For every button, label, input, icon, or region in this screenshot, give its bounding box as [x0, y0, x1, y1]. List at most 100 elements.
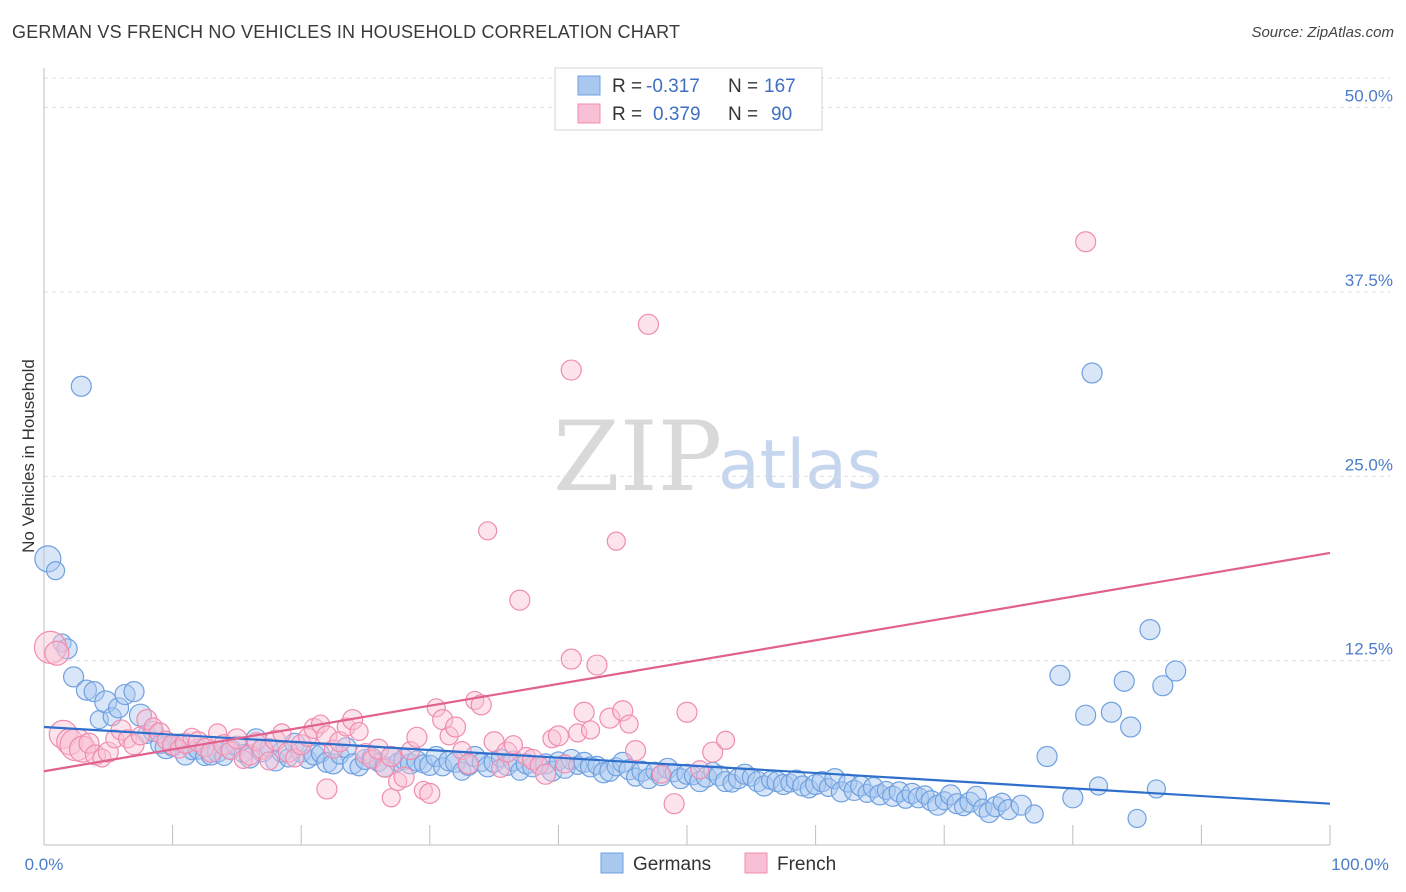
trend-lines — [43, 551, 1331, 805]
french-point — [1075, 231, 1097, 253]
x-tick-label-max: 100.0% — [1331, 855, 1389, 874]
french-point — [285, 748, 305, 768]
french-point — [400, 740, 421, 761]
french-point — [406, 726, 428, 748]
legend-n-value-french: 90 — [771, 104, 792, 125]
watermark-zip: ZIP — [553, 401, 722, 513]
germans-point — [1024, 804, 1044, 824]
germans-point — [1088, 776, 1109, 796]
germans-point — [1081, 362, 1103, 384]
germans-point — [62, 666, 85, 688]
bottom-legend-label-french: French — [777, 854, 836, 875]
germans-point — [1100, 701, 1122, 723]
french-point — [560, 359, 582, 381]
stats-legend: R = -0.317 N = 167 R = 0.379 N = 90 — [554, 67, 823, 131]
french-point — [316, 778, 338, 800]
legend-r-value-germans: -0.317 — [646, 76, 700, 97]
french-point — [393, 766, 415, 788]
french-point — [580, 720, 601, 740]
germans-point — [123, 680, 145, 703]
germans-point — [818, 777, 839, 798]
y-tick-label: 25.0% — [1345, 455, 1393, 474]
french-point — [702, 741, 724, 763]
germans-point — [34, 545, 62, 573]
french-point — [388, 771, 408, 792]
x-axis-ticks — [172, 825, 1331, 845]
bottom-legend-swatch-french — [744, 852, 768, 874]
chart-source: Source: ZipAtlas.com — [1251, 24, 1394, 41]
french-point — [329, 731, 351, 753]
french-point — [375, 758, 395, 778]
germans-point — [70, 375, 92, 397]
germans-trend-line — [43, 725, 1331, 805]
germans-point — [637, 768, 660, 790]
french-point — [612, 700, 634, 722]
series-legend: Germans French — [600, 852, 836, 875]
legend-swatch-french — [577, 103, 601, 124]
germans-point — [75, 679, 98, 701]
germans-point — [997, 798, 1020, 821]
french-point — [663, 793, 685, 815]
french-point — [316, 725, 338, 747]
legend-r-value-french: 0.379 — [653, 104, 701, 125]
germans-point — [1152, 675, 1174, 697]
french-point — [509, 589, 531, 611]
french-point — [349, 721, 369, 742]
french-point — [78, 732, 100, 754]
french-point — [419, 782, 441, 804]
french-point — [619, 714, 639, 734]
germans-point — [1120, 716, 1142, 738]
french-point — [367, 738, 389, 760]
germans-point — [107, 697, 130, 719]
french-point — [496, 741, 518, 763]
germans-point — [316, 751, 338, 774]
germans-point — [45, 561, 66, 581]
french-point — [259, 751, 279, 771]
x-tick-label-min: 0.0% — [25, 855, 64, 874]
french-trend-line — [43, 551, 1331, 773]
gridlines — [44, 77, 1390, 662]
french-point — [690, 760, 710, 780]
legend-r-label-french: R = — [612, 104, 642, 125]
french-point — [534, 763, 557, 785]
french-point — [503, 735, 523, 755]
series-germans-points — [34, 362, 1187, 829]
french-point — [380, 745, 402, 768]
french-point — [573, 701, 595, 723]
chart-title: GERMAN VS FRENCH NO VEHICLES IN HOUSEHOL… — [12, 22, 681, 42]
germans-point — [1146, 779, 1166, 799]
french-point — [470, 694, 492, 716]
germans-point — [772, 773, 795, 796]
germans-point — [1075, 704, 1097, 726]
legend-swatch-germans — [577, 75, 601, 96]
french-point — [44, 640, 70, 666]
legend-r-label-germans: R = — [612, 76, 642, 97]
french-point — [624, 739, 647, 762]
french-point — [606, 531, 626, 551]
french-point — [457, 753, 479, 775]
french-point — [547, 725, 570, 747]
french-point — [97, 741, 119, 763]
germans-point — [1036, 745, 1058, 768]
french-point — [439, 726, 459, 746]
germans-point — [1113, 670, 1135, 692]
germans-point — [959, 791, 981, 813]
y-tick-label: 50.0% — [1345, 87, 1393, 106]
bottom-legend-label-germans: Germans — [633, 854, 711, 875]
french-point — [599, 707, 621, 729]
germans-point — [965, 785, 987, 807]
french-point — [478, 521, 498, 541]
french-point — [381, 788, 401, 808]
french-point — [239, 744, 261, 766]
french-point — [233, 749, 253, 770]
germans-point — [1127, 808, 1147, 829]
legend-n-label-germans: N = — [728, 76, 758, 97]
french-point — [413, 780, 433, 801]
french-point — [586, 654, 608, 676]
french-point — [290, 734, 312, 756]
french-point — [444, 716, 467, 738]
y-axis-tick-labels: 12.5% 25.0% 37.5% 50.0% — [1345, 87, 1393, 659]
germans-point — [1049, 664, 1071, 686]
y-axis-title: No Vehicles in Household — [19, 359, 38, 553]
